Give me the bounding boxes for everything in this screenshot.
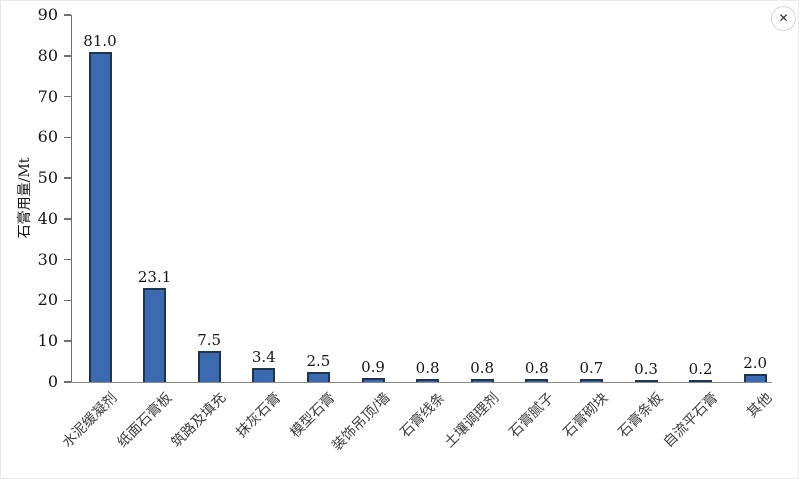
bar <box>470 378 494 382</box>
x-axis-category-label: 石膏线条 <box>396 390 448 441</box>
bar-value-label: 0.8 <box>524 358 549 377</box>
y-axis-tick-label: 10 <box>37 331 58 351</box>
y-axis-tick-label: 0 <box>47 372 58 391</box>
bar-value-label: 0.8 <box>415 358 440 377</box>
bar-value-label: 23.1 <box>137 267 172 286</box>
y-axis-tick-label: 20 <box>37 290 58 310</box>
y-axis-tick-label: 30 <box>37 249 58 269</box>
y-axis-tick <box>64 218 71 220</box>
x-axis-category-label: 石膏砌块 <box>560 390 612 441</box>
y-axis-tick-label: 70 <box>37 86 58 106</box>
y-axis-tick <box>64 95 71 98</box>
x-axis-category-label: 石膏条板 <box>615 390 667 441</box>
bar-value-label: 0.7 <box>579 359 604 378</box>
y-axis-tick <box>64 299 71 302</box>
x-axis-category-label: 筑路及填充 <box>168 390 230 451</box>
bar-value-label: 0.3 <box>634 360 658 378</box>
bar <box>634 380 658 382</box>
bar <box>579 379 603 382</box>
y-axis-tick <box>64 381 71 383</box>
x-axis-category-label: 装饰吊顶/墙 <box>329 390 394 455</box>
bar <box>525 378 549 382</box>
bar-value-label: 0.9 <box>361 358 385 377</box>
plot-area: 0 10 20 30 40 50 60 70 80 90 81.0 水泥缓凝剂 23.1 纸面石膏板 7.5… <box>38 5 776 454</box>
y-axis-tick <box>64 14 71 16</box>
close-button[interactable]: ✕ <box>771 6 796 31</box>
y-axis-tick <box>64 340 71 342</box>
y-axis-tick-label: 80 <box>37 45 58 65</box>
bar <box>143 287 167 382</box>
y-axis-tick-label: 40 <box>37 208 58 228</box>
bar <box>252 368 276 382</box>
bar-value-label: 3.4 <box>251 348 276 367</box>
bar-value-label: 7.5 <box>197 331 222 350</box>
bar-value-label: 0.2 <box>688 360 713 378</box>
bar <box>689 380 713 382</box>
bar-value-label: 2.0 <box>743 353 768 372</box>
x-axis-category-label: 石膏腻子 <box>506 390 558 441</box>
y-axis-tick-label: 60 <box>37 127 58 147</box>
x-axis-category-label: 抹灰石膏 <box>233 390 285 441</box>
x-axis-category-label: 其他 <box>744 390 776 422</box>
y-axis-tick <box>64 258 71 261</box>
y-axis-tick-label: 50 <box>37 168 58 188</box>
x-axis-category-label: 水泥缓凝剂 <box>59 390 121 451</box>
x-axis-category-label: 自流平石膏 <box>660 390 721 451</box>
bar <box>416 378 440 382</box>
x-axis-category-label: 模型石膏 <box>287 390 339 441</box>
x-axis-category-label: 纸面石膏板 <box>114 390 175 451</box>
bar <box>361 378 385 382</box>
bar <box>197 351 221 382</box>
x-axis-category-label: 土壤调理剂 <box>441 390 503 451</box>
y-axis-tick <box>64 55 71 57</box>
close-icon: ✕ <box>778 11 789 25</box>
y-axis-tick <box>64 177 71 179</box>
bar <box>743 373 767 382</box>
bar <box>88 51 112 382</box>
y-axis-tick-label: 90 <box>37 5 58 24</box>
y-axis-tick <box>64 136 71 139</box>
bar-value-label: 2.5 <box>306 351 331 370</box>
bar-value-label: 81.0 <box>83 31 117 50</box>
bar <box>306 371 330 382</box>
bar-value-label: 0.8 <box>470 358 495 377</box>
